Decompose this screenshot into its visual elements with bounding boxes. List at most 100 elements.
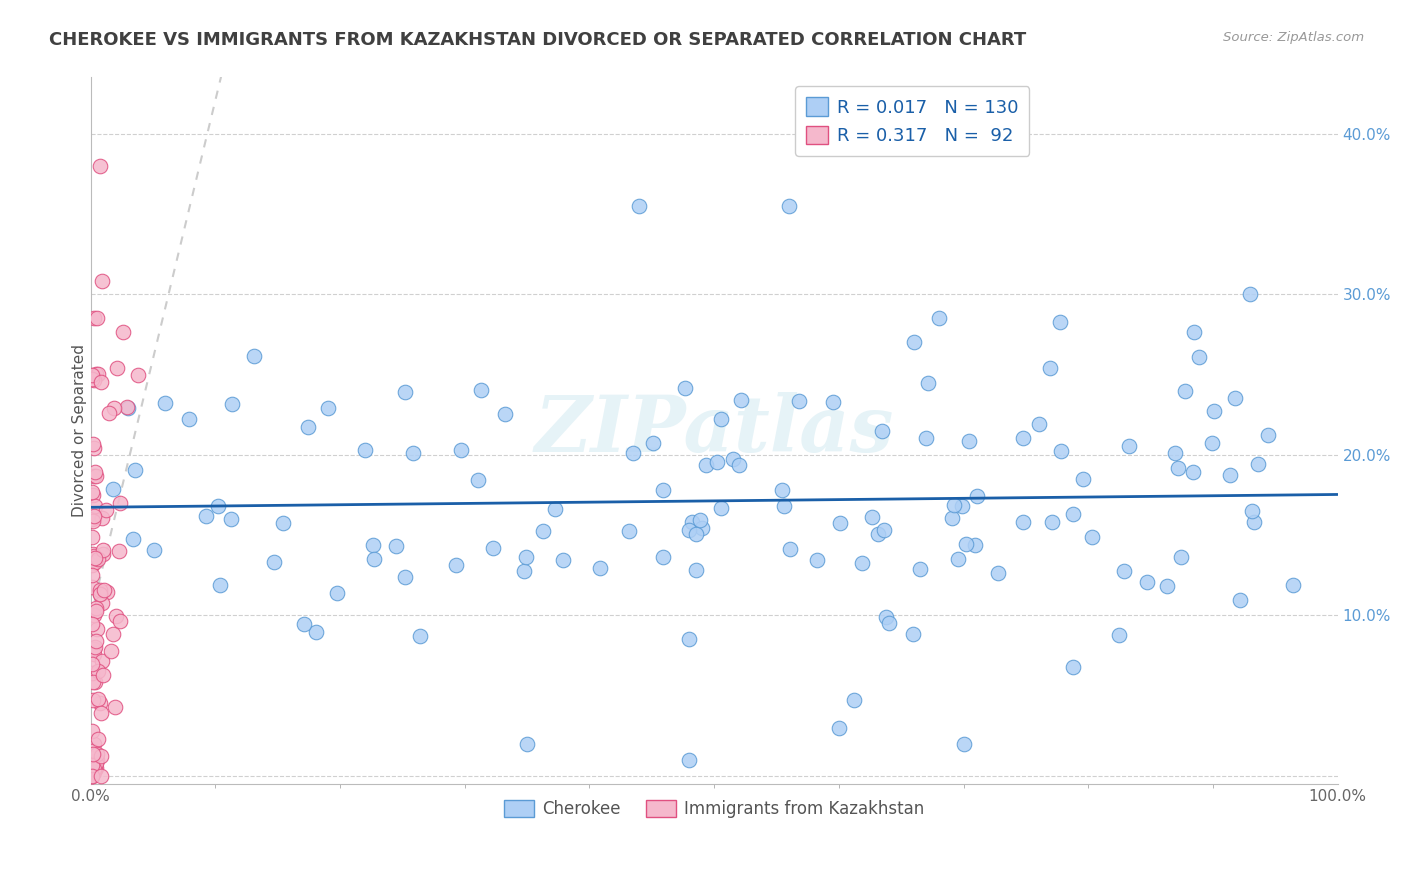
Point (179, 412, 201, 426)
Point (90, 769, 112, 783)
Point (84, 762, 107, 776)
Point (83, 608, 105, 623)
Point (91, 596, 114, 610)
Point (987, 566, 1010, 581)
Point (966, 489, 988, 503)
Point (955, 536, 977, 550)
Point (1182, 466, 1205, 480)
Y-axis label: Divorced or Separated: Divorced or Separated (72, 344, 87, 517)
Point (80, 666, 103, 681)
Point (877, 615, 900, 630)
Point (551, 553, 574, 567)
Point (87, 731, 110, 746)
Point (104, 609, 127, 624)
Point (482, 541, 505, 555)
Point (946, 552, 969, 566)
Point (903, 335, 925, 350)
Point (89, 586, 111, 600)
Point (1081, 530, 1104, 544)
Point (1239, 287, 1261, 301)
Point (127, 368, 149, 382)
Point (402, 446, 425, 460)
Point (685, 527, 707, 541)
Point (80, 769, 103, 783)
Point (1136, 575, 1159, 590)
Legend: Cherokee, Immigrants from Kazakhstan: Cherokee, Immigrants from Kazakhstan (498, 793, 931, 825)
Point (870, 424, 893, 438)
Point (86, 747, 108, 761)
Point (779, 542, 801, 557)
Point (1049, 315, 1071, 329)
Point (90, 375, 112, 389)
Point (80, 558, 103, 572)
Point (860, 510, 883, 524)
Point (394, 570, 416, 584)
Point (326, 586, 349, 600)
Point (80, 512, 103, 526)
Point (242, 349, 264, 363)
Point (82, 675, 104, 690)
Point (678, 632, 700, 646)
Point (1182, 326, 1205, 340)
Point (1282, 578, 1305, 592)
Point (943, 499, 966, 513)
Point (82, 692, 104, 706)
Point (467, 474, 489, 488)
Point (83, 373, 105, 387)
Point (84, 469, 107, 483)
Point (83, 737, 105, 751)
Point (155, 396, 177, 410)
Point (1028, 417, 1050, 431)
Point (1247, 457, 1270, 471)
Point (84, 756, 107, 770)
Point (772, 483, 794, 497)
Text: Source: ZipAtlas.com: Source: ZipAtlas.com (1223, 31, 1364, 45)
Point (821, 395, 844, 409)
Point (531, 524, 554, 538)
Point (959, 434, 981, 448)
Point (83, 441, 105, 455)
Point (673, 381, 696, 395)
Point (292, 616, 315, 631)
Point (83, 641, 105, 656)
Point (108, 544, 131, 558)
Point (91, 547, 114, 561)
Point (1012, 516, 1035, 530)
Point (950, 499, 973, 513)
Text: ZIPatlas: ZIPatlas (534, 392, 894, 469)
Point (875, 609, 897, 624)
Point (928, 311, 950, 326)
Point (80, 368, 103, 383)
Point (271, 516, 294, 530)
Point (91, 542, 114, 557)
Point (87, 551, 110, 566)
Point (721, 452, 744, 467)
Point (1163, 446, 1185, 460)
Point (89, 582, 111, 597)
Point (103, 401, 125, 416)
Point (868, 527, 890, 541)
Point (728, 458, 751, 472)
Point (121, 533, 143, 547)
Point (628, 199, 651, 213)
Point (86, 311, 108, 326)
Point (1187, 350, 1209, 364)
Point (903, 627, 925, 641)
Point (730, 392, 752, 407)
Point (82, 550, 104, 565)
Point (641, 436, 664, 450)
Point (363, 552, 385, 566)
Point (621, 445, 644, 459)
Point (83, 499, 105, 513)
Point (124, 463, 146, 477)
Point (1108, 628, 1130, 642)
Point (394, 384, 416, 399)
Point (908, 562, 931, 576)
Point (689, 514, 711, 528)
Point (385, 539, 408, 553)
Point (297, 420, 319, 434)
Point (82, 723, 104, 738)
Point (1040, 516, 1063, 530)
Point (80, 485, 103, 500)
Point (1039, 360, 1062, 375)
